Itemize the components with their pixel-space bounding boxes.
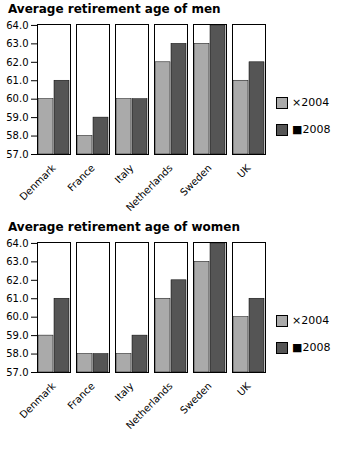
- svg-text:63.0: 63.0: [6, 256, 28, 267]
- svg-text:UK: UK: [235, 380, 253, 398]
- svg-text:60.0: 60.0: [6, 93, 28, 104]
- html-text:×2004: ×2004: [292, 314, 330, 327]
- svg-text:64.0: 64.0: [6, 238, 28, 249]
- svg-text:59.0: 59.0: [6, 330, 28, 341]
- svg-text:57.0: 57.0: [6, 367, 28, 378]
- svg-text:59.0: 59.0: [6, 112, 28, 123]
- svg-text:France: France: [65, 380, 96, 411]
- svg-text:61.0: 61.0: [6, 293, 28, 304]
- html-text:■2008: ■2008: [292, 123, 331, 136]
- svg-text:Italy: Italy: [113, 162, 136, 185]
- svg-text:60.0: 60.0: [6, 311, 28, 322]
- svg-text:64.0: 64.0: [6, 20, 28, 31]
- svg-text:Denmark: Denmark: [17, 380, 57, 420]
- svg-text:Sweden: Sweden: [178, 380, 214, 416]
- svg-text:62.0: 62.0: [6, 57, 28, 68]
- html-text:■2008: ■2008: [292, 341, 331, 354]
- svg-text:Netherlands: Netherlands: [124, 380, 175, 431]
- svg-text:63.0: 63.0: [6, 38, 28, 49]
- svg-text:Denmark: Denmark: [17, 162, 57, 202]
- svg-text:Italy: Italy: [113, 380, 136, 403]
- svg-text:61.0: 61.0: [6, 75, 28, 86]
- svg-text:UK: UK: [235, 162, 253, 180]
- svg-text:57.0: 57.0: [6, 149, 28, 160]
- html-text:Average retirement age of men: Average retirement age of men: [8, 2, 221, 16]
- svg-text:Netherlands: Netherlands: [124, 162, 175, 213]
- svg-text:58.0: 58.0: [6, 130, 28, 141]
- svg-text:58.0: 58.0: [6, 348, 28, 359]
- svg-text:Sweden: Sweden: [178, 162, 214, 198]
- html-text:×2004: ×2004: [292, 96, 330, 109]
- svg-text:France: France: [65, 162, 96, 193]
- svg-text:62.0: 62.0: [6, 275, 28, 286]
- html-text:Average retirement age of wome: Average retirement age of women: [8, 220, 240, 234]
